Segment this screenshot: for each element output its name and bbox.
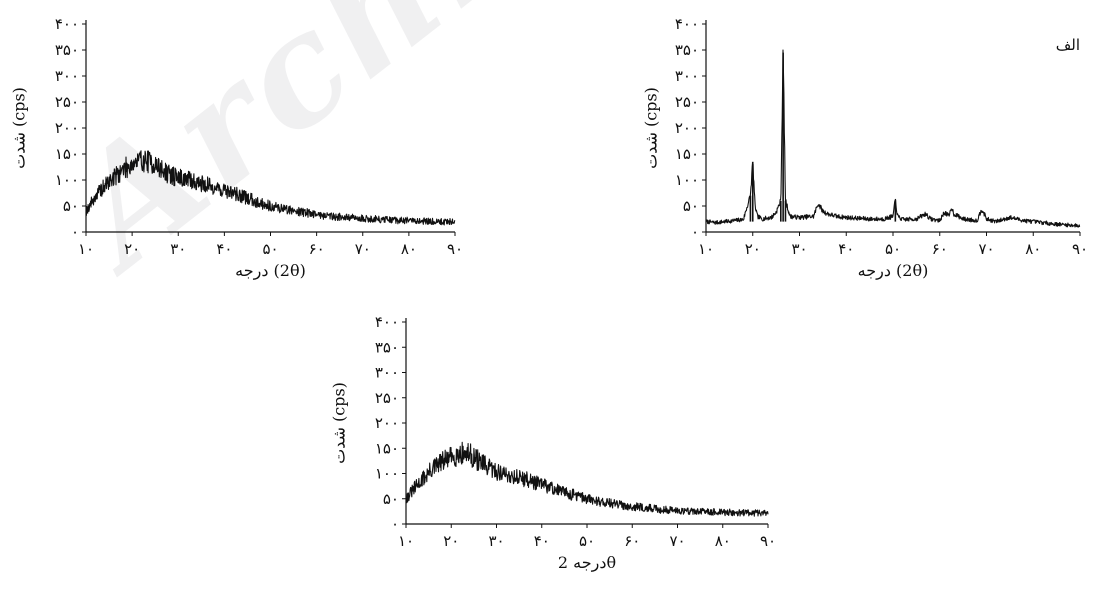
x-tick-label: ۵٠ [885, 240, 901, 258]
series-line [405, 441, 769, 517]
x-tick-label: ١٠ [398, 532, 414, 550]
y-tick-label: ١٠٠ [55, 171, 79, 189]
y-tick-label: ٠ [71, 223, 79, 241]
y-tick-label: ١٠٠ [375, 465, 399, 483]
y-tick-label: ٢۵٠ [375, 389, 399, 407]
x-tick-label: ۵٠ [262, 240, 278, 258]
y-tick-label: ٣٠٠ [55, 67, 79, 85]
x-tick-label: ٩٠ [1072, 240, 1088, 258]
y-axis-title: شدت (cps) [330, 382, 349, 464]
y-axis-title: شدت (cps) [642, 87, 661, 169]
x-tick-label: ٣٠ [791, 240, 807, 258]
y-tick-label: ۵٠ [383, 490, 399, 508]
y-tick-label: ٢٠٠ [55, 119, 79, 137]
x-tick-label: ۵٠ [579, 532, 595, 550]
y-tick-label: ٢٠٠ [675, 119, 699, 137]
x-tick-label: ٧٠ [355, 240, 371, 258]
series-line [705, 49, 1081, 228]
y-tick-label: ١۵٠ [55, 145, 79, 163]
y-tick-label: ٠ [691, 223, 699, 241]
x-tick-label: ٨٠ [1025, 240, 1041, 258]
y-tick-label: ٢۵٠ [55, 93, 79, 111]
y-tick-label: ٣۵٠ [375, 338, 399, 356]
x-tick-label: ٩٠ [447, 240, 463, 258]
x-tick-label: ۴٠ [534, 532, 550, 550]
y-tick-label: ۴٠٠ [55, 15, 79, 33]
chart-svg-c: ٠ ۵٠ ١٠٠ ١۵٠ ٢٠٠ ٢۵٠ ٣٠٠ ٣۵٠ ۴٠٠ ١٠ ٢٠ ٣٠ ۴٠ ۵٠ ۶٠ ٧٠ ٨٠… [330, 313, 777, 572]
x-tick-label: ۴٠ [216, 240, 232, 258]
y-tick-label: ٠ [391, 515, 399, 533]
x-tick-label: ٣٠ [488, 532, 504, 550]
y-tick-label: ۵٠ [63, 197, 79, 215]
chart-svg-b: ٠ ۵٠ ١٠٠ ١۵٠ ٢٠٠ ٢۵٠ ٣٠٠ ٣۵٠ ۴٠٠ ١٠ ٢٠ ٣٠ ۴٠ ۵٠ ۶٠ ٧٠ ٨٠… [10, 15, 464, 280]
y-tick-label: ۵٠ [683, 197, 699, 215]
x-tick-label: ٢٠ [443, 532, 459, 550]
x-tick-label: ۶٠ [624, 532, 640, 550]
y-tick-label: ٢۵٠ [675, 93, 699, 111]
x-axis-title: درجه 2θ [558, 553, 616, 572]
y-tick-label: ٣۵٠ [675, 41, 699, 59]
x-tick-label: ١٠ [78, 240, 94, 258]
xrd-chart-b: ٠ ۵٠ ١٠٠ ١۵٠ ٢٠٠ ٢۵٠ ٣٠٠ ٣۵٠ ۴٠٠ ١٠ ٢٠ ٣٠ ۴٠ ۵٠ ۶٠ ٧٠ ٨٠… [0, 12, 470, 302]
xrd-chart-a: ٠ ۵٠ ١٠٠ ١۵٠ ٢٠٠ ٢۵٠ ٣٠٠ ٣۵٠ ۴٠٠ ١٠ ٢٠ ٣٠ ۴٠ ۵٠ ۶٠ ٧٠ ٨٠… [640, 12, 1099, 302]
y-tick-label: ۴٠٠ [375, 313, 399, 331]
x-tick-label: ٧٠ [978, 240, 994, 258]
y-tick-label: ٣۵٠ [55, 41, 79, 59]
x-tick-label: ٨٠ [715, 532, 731, 550]
y-tick-label: ٢٠٠ [375, 414, 399, 432]
x-tick-label: ٣٠ [170, 240, 186, 258]
x-tick-label: ۴٠ [838, 240, 854, 258]
y-tick-label: ٣٠٠ [375, 364, 399, 382]
y-axis-title: شدت (cps) [10, 87, 29, 169]
x-tick-label: ۶٠ [932, 240, 948, 258]
series-line [85, 150, 456, 226]
x-tick-label: ٢٠ [745, 240, 761, 258]
x-tick-label: ٨٠ [401, 240, 417, 258]
x-tick-label: ۶٠ [309, 240, 325, 258]
x-tick-label: ٧٠ [669, 532, 685, 550]
y-tick-label: ١۵٠ [675, 145, 699, 163]
y-tick-label: ١۵٠ [375, 439, 399, 457]
y-tick-label: ٣٠٠ [675, 67, 699, 85]
xrd-chart-c: ٠ ۵٠ ١٠٠ ١۵٠ ٢٠٠ ٢۵٠ ٣٠٠ ٣۵٠ ۴٠٠ ١٠ ٢٠ ٣٠ ۴٠ ۵٠ ۶٠ ٧٠ ٨٠… [320, 312, 800, 596]
x-axis-title: درجه (2θ) [235, 261, 306, 280]
y-tick-label: ١٠٠ [675, 171, 699, 189]
y-tick-label: ۴٠٠ [675, 15, 699, 33]
x-tick-label: ٢٠ [124, 240, 140, 258]
chart-svg-a: ٠ ۵٠ ١٠٠ ١۵٠ ٢٠٠ ٢۵٠ ٣٠٠ ٣۵٠ ۴٠٠ ١٠ ٢٠ ٣٠ ۴٠ ۵٠ ۶٠ ٧٠ ٨٠… [642, 15, 1089, 280]
x-tick-label: ٩٠ [760, 532, 776, 550]
panel-label: الف [1056, 36, 1080, 54]
x-tick-label: ١٠ [698, 240, 714, 258]
x-axis-title: درجه (2θ) [858, 261, 929, 280]
